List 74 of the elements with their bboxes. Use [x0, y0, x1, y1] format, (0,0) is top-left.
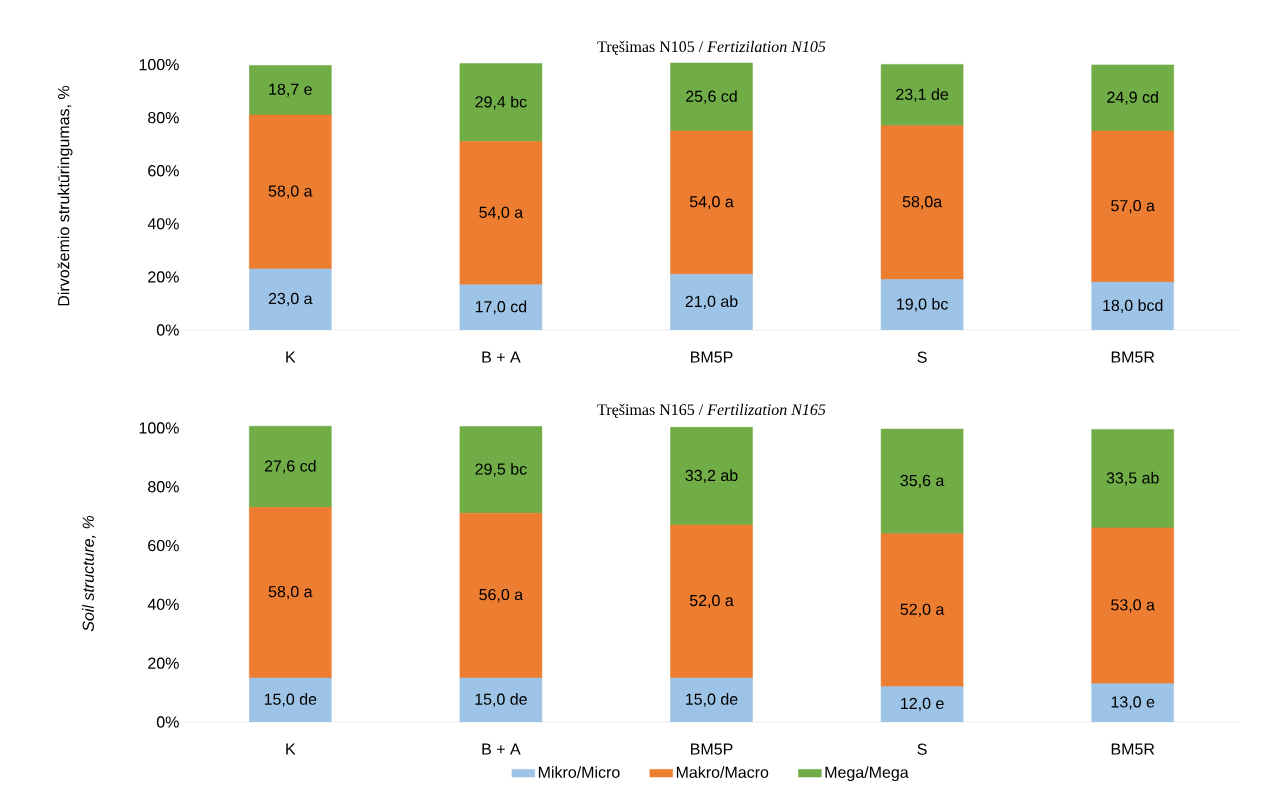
data-label: 54,0 a: [689, 196, 734, 210]
y-axis-title: Soil structure, %: [82, 515, 96, 632]
data-label: 15,0 de: [686, 693, 738, 707]
x-tick-label: BM5P: [691, 351, 733, 363]
data-label: 21,0 ab: [685, 295, 738, 309]
y-tick-label: 0%: [156, 716, 179, 728]
chart-title: Tręšimas N105 / Fertizilation N105: [597, 40, 826, 56]
data-label: 52,0 a: [900, 603, 945, 617]
data-label: 57,0 a: [1111, 199, 1155, 214]
bar: [880, 533, 964, 687]
y-tick-label: 0%: [156, 324, 179, 336]
data-label: 54,0 a: [479, 206, 524, 220]
y-tick-label: 40%: [147, 218, 179, 230]
y-tick-label: 80%: [148, 112, 179, 124]
data-label: 58,0 a: [268, 185, 313, 199]
y-tick-label: 100%: [139, 422, 179, 434]
bar: [880, 428, 964, 535]
y-tick-label: 100%: [139, 58, 179, 71]
data-label: 13,0 e: [1111, 696, 1155, 710]
chart-title: Tręšimas N165 / Fertilization N165: [597, 403, 826, 419]
y-tick-label: 60%: [148, 539, 179, 552]
bar: [249, 425, 332, 508]
data-label: 33,5 ab: [1106, 471, 1159, 486]
bar: [249, 507, 332, 679]
y-tick-label: 80%: [148, 481, 179, 493]
data-label: 33,2 ab: [685, 469, 738, 483]
data-label: 52,0 a: [689, 594, 734, 609]
bar: [670, 130, 753, 275]
bar: [670, 427, 753, 526]
x-tick-label: S: [917, 351, 927, 363]
data-label: 29,4 bc: [475, 95, 527, 110]
data-label: 18,0 bcd: [1103, 299, 1163, 313]
x-tick-label: K: [286, 351, 296, 363]
data-label: 56,0 a: [479, 588, 524, 603]
bar: [249, 114, 332, 270]
data-label: 25,6 cd: [686, 90, 737, 104]
x-tick-label: B + A: [482, 351, 521, 363]
data-label: 58,0 a: [268, 585, 313, 600]
bar: [1091, 130, 1174, 283]
bar: [1091, 527, 1174, 685]
data-label: 18,7 e: [269, 83, 312, 97]
bar: [670, 524, 753, 679]
data-label: 12,0 e: [901, 697, 944, 711]
y-tick-label: 60%: [148, 165, 179, 177]
y-tick-label: 20%: [148, 657, 179, 669]
data-label: 27,6 cd: [264, 459, 316, 474]
data-label: 23,1 de: [896, 88, 949, 102]
data-label: 58,0a: [902, 196, 943, 210]
bar: [880, 125, 964, 280]
data-label: 35,6 a: [900, 474, 945, 489]
data-label: 15,0 de: [264, 693, 317, 707]
bar: [459, 426, 543, 514]
y-tick-label: 20%: [148, 271, 179, 283]
data-label: 19,0 bc: [897, 297, 948, 312]
data-label: 17,0 cd: [475, 300, 527, 315]
x-tick-label: S: [917, 743, 927, 755]
bar: [1091, 429, 1174, 529]
legend-label: Makro/Macro: [676, 766, 769, 778]
data-label: 23,0 a: [268, 292, 313, 307]
legend-label: Mega/Mega: [825, 766, 909, 782]
x-tick-label: BM5R: [1111, 743, 1155, 755]
bar: [459, 512, 543, 679]
y-axis-title: Dirvožemio struktūringumas, %: [57, 85, 73, 306]
data-label: 24,9 cd: [1107, 91, 1158, 105]
x-tick-label: BM5R: [1111, 351, 1155, 363]
x-tick-label: K: [286, 743, 296, 755]
data-label: 29,5 bc: [475, 463, 527, 477]
x-tick-label: BM5P: [691, 743, 733, 755]
y-tick-label: 40%: [147, 598, 179, 611]
data-label: 15,0 de: [475, 693, 527, 707]
data-label: 53,0 a: [1111, 599, 1155, 613]
legend-label: Mikro/Micro: [538, 766, 620, 778]
bar: [459, 141, 543, 286]
x-tick-label: B + A: [482, 743, 521, 755]
